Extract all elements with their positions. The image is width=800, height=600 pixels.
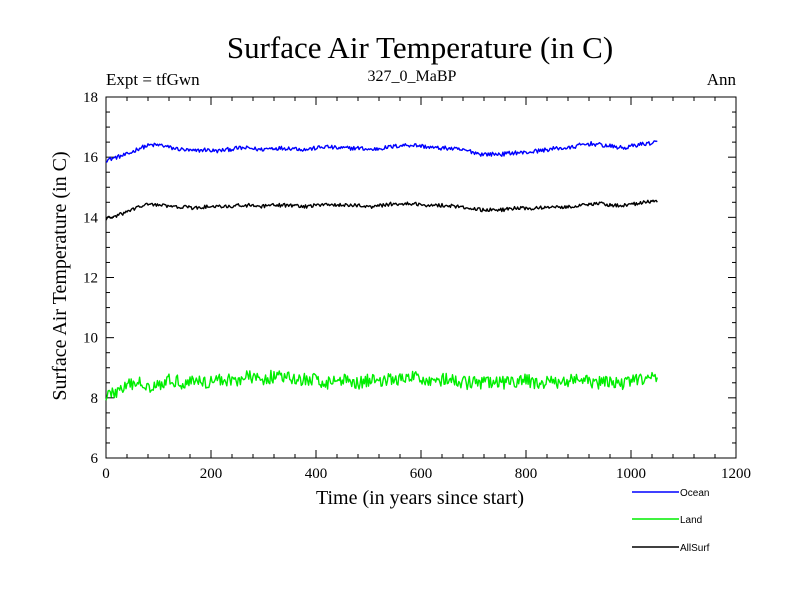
tick-labels: 0 200 400 600 800 1000 1200 6 8 10 12 14 16 18 <box>83 90 751 482</box>
y-axis-label: Surface Air Temperature (in C) <box>49 151 71 400</box>
legend-label-ocean: Ocean <box>680 488 709 499</box>
season-label: Ann <box>707 70 737 89</box>
y-tick-label: 16 <box>83 150 99 166</box>
x-tick-label: 1200 <box>721 466 751 482</box>
y-tick-label: 6 <box>91 451 99 467</box>
series-line-allsurf <box>105 199 658 221</box>
legend-label-allsurf: AllSurf <box>680 543 710 554</box>
series-line-land <box>105 369 658 401</box>
x-tick-label: 200 <box>200 466 223 482</box>
legend-label-land: Land <box>680 515 702 526</box>
y-tick-label: 10 <box>83 331 98 347</box>
x-axis-label: Time (in years since start) <box>316 487 524 509</box>
x-tick-label: 0 <box>102 466 110 482</box>
chart-title: Surface Air Temperature (in C) <box>227 30 613 65</box>
y-tick-label: 12 <box>83 271 98 287</box>
series-lines <box>105 140 658 401</box>
x-tick-label: 600 <box>410 466 433 482</box>
series-line-ocean <box>105 140 658 163</box>
legend: Ocean Land AllSurf <box>632 488 710 554</box>
y-tick-label: 18 <box>83 90 98 106</box>
y-tick-label: 14 <box>83 210 99 226</box>
experiment-label: Expt = tfGwn <box>106 70 200 89</box>
y-tick-label: 8 <box>91 391 99 407</box>
period-label: 327_0_MaBP <box>368 68 457 85</box>
x-tick-label: 800 <box>515 466 538 482</box>
x-tick-label: 400 <box>305 466 328 482</box>
x-tick-label: 1000 <box>616 466 646 482</box>
axis-ticks <box>105 96 737 459</box>
